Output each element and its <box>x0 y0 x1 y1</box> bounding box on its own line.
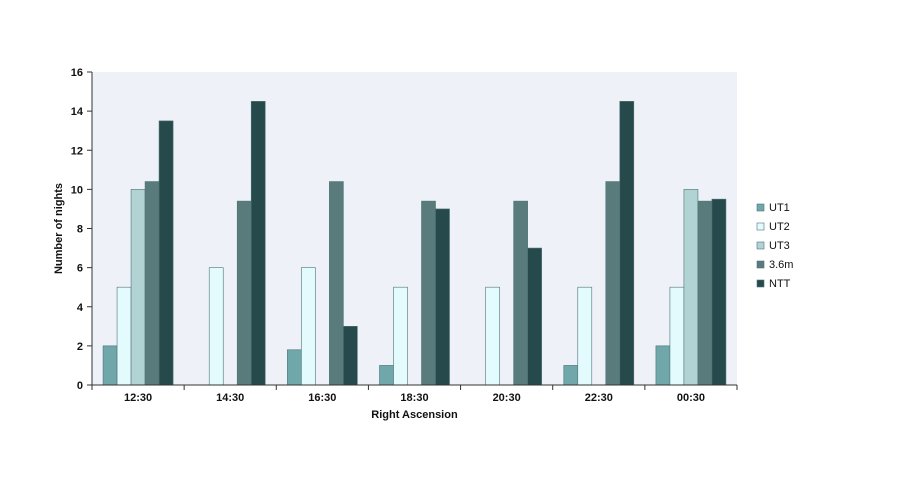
bar-ntt-1630 <box>343 326 358 386</box>
bar-ut2-1430 <box>208 267 224 386</box>
bar-36m-1230 <box>144 181 160 386</box>
bar-ut2-1630 <box>301 267 316 386</box>
legend-swatch-36m <box>756 260 765 269</box>
bar-ut1-2230 <box>563 365 579 386</box>
y-tick-label: 12 <box>71 145 83 157</box>
bar-36m-1830 <box>421 200 436 386</box>
plot-area <box>92 72 737 385</box>
bar-ut2-2030 <box>485 286 500 386</box>
bars-group <box>102 101 727 386</box>
bar-36m-1630 <box>329 181 344 386</box>
legend-label-ut1: UT1 <box>769 202 790 214</box>
bar-ut3-0030 <box>683 189 699 386</box>
x-tick-label: 14:30 <box>216 392 244 404</box>
x-ticks-group: 12:30 14:30 16:30 18:30 20:30 22:30 00:30 <box>91 385 738 404</box>
y-tick-label: 8 <box>77 224 83 236</box>
x-tick-label: 12:30 <box>124 392 152 404</box>
bar-ntt-2230 <box>619 101 635 386</box>
y-tick-label: 2 <box>77 341 83 353</box>
bar-ntt-2030 <box>527 247 542 386</box>
bar-ntt-0030 <box>711 198 727 386</box>
bar-ut2-2230 <box>577 286 593 386</box>
bar-ut3-1230 <box>130 189 146 386</box>
bar-ut1-1630 <box>287 349 302 386</box>
y-tick-label: 10 <box>71 184 83 196</box>
legend-label-ut3: UT3 <box>769 240 790 252</box>
y-tick-label: 0 <box>77 380 83 392</box>
y-tick-label: 14 <box>71 106 84 118</box>
legend-swatch-ut1 <box>756 203 765 212</box>
legend-swatch-ntt <box>756 279 765 288</box>
legend-label-ntt: NTT <box>769 278 791 290</box>
x-tick-label: 20:30 <box>493 392 521 404</box>
y-axis-title: Number of nights <box>53 183 65 274</box>
y-tick-label: 16 <box>71 67 83 79</box>
legend-label-ut2: UT2 <box>769 221 790 233</box>
bar-ut2-1830 <box>393 286 408 386</box>
y-ticks-group: 0 2 4 6 8 10 12 14 16 <box>71 67 92 392</box>
bar-ut2-1230 <box>116 286 132 386</box>
bar-36m-1430 <box>236 200 252 386</box>
x-tick-label: 00:30 <box>677 392 705 404</box>
bar-ut1-1230 <box>102 345 118 386</box>
y-tick-label: 6 <box>77 263 83 275</box>
legend-label-36m: 3.6m <box>769 259 793 271</box>
legend-swatch-ut2 <box>756 222 765 231</box>
bar-36m-2230 <box>605 181 621 386</box>
bar-36m-2030 <box>513 200 528 386</box>
x-tick-label: 22:30 <box>585 392 613 404</box>
bar-ut2-0030 <box>669 286 685 386</box>
x-tick-label: 18:30 <box>400 392 428 404</box>
legend: UT1 UT2 UT3 3.6m NTT <box>756 202 793 290</box>
bar-ntt-1830 <box>435 208 450 386</box>
bar-ntt-1230 <box>158 120 174 386</box>
bar-ut1-1830 <box>379 365 394 386</box>
bar-ut1-0030 <box>655 345 671 386</box>
x-tick-label: 16:30 <box>308 392 336 404</box>
legend-swatch-ut3 <box>756 241 765 250</box>
bar-ntt-1430 <box>250 101 266 386</box>
y-tick-label: 4 <box>77 302 84 314</box>
x-axis-title: Right Ascension <box>371 409 458 421</box>
bar-36m-0030 <box>697 200 713 386</box>
